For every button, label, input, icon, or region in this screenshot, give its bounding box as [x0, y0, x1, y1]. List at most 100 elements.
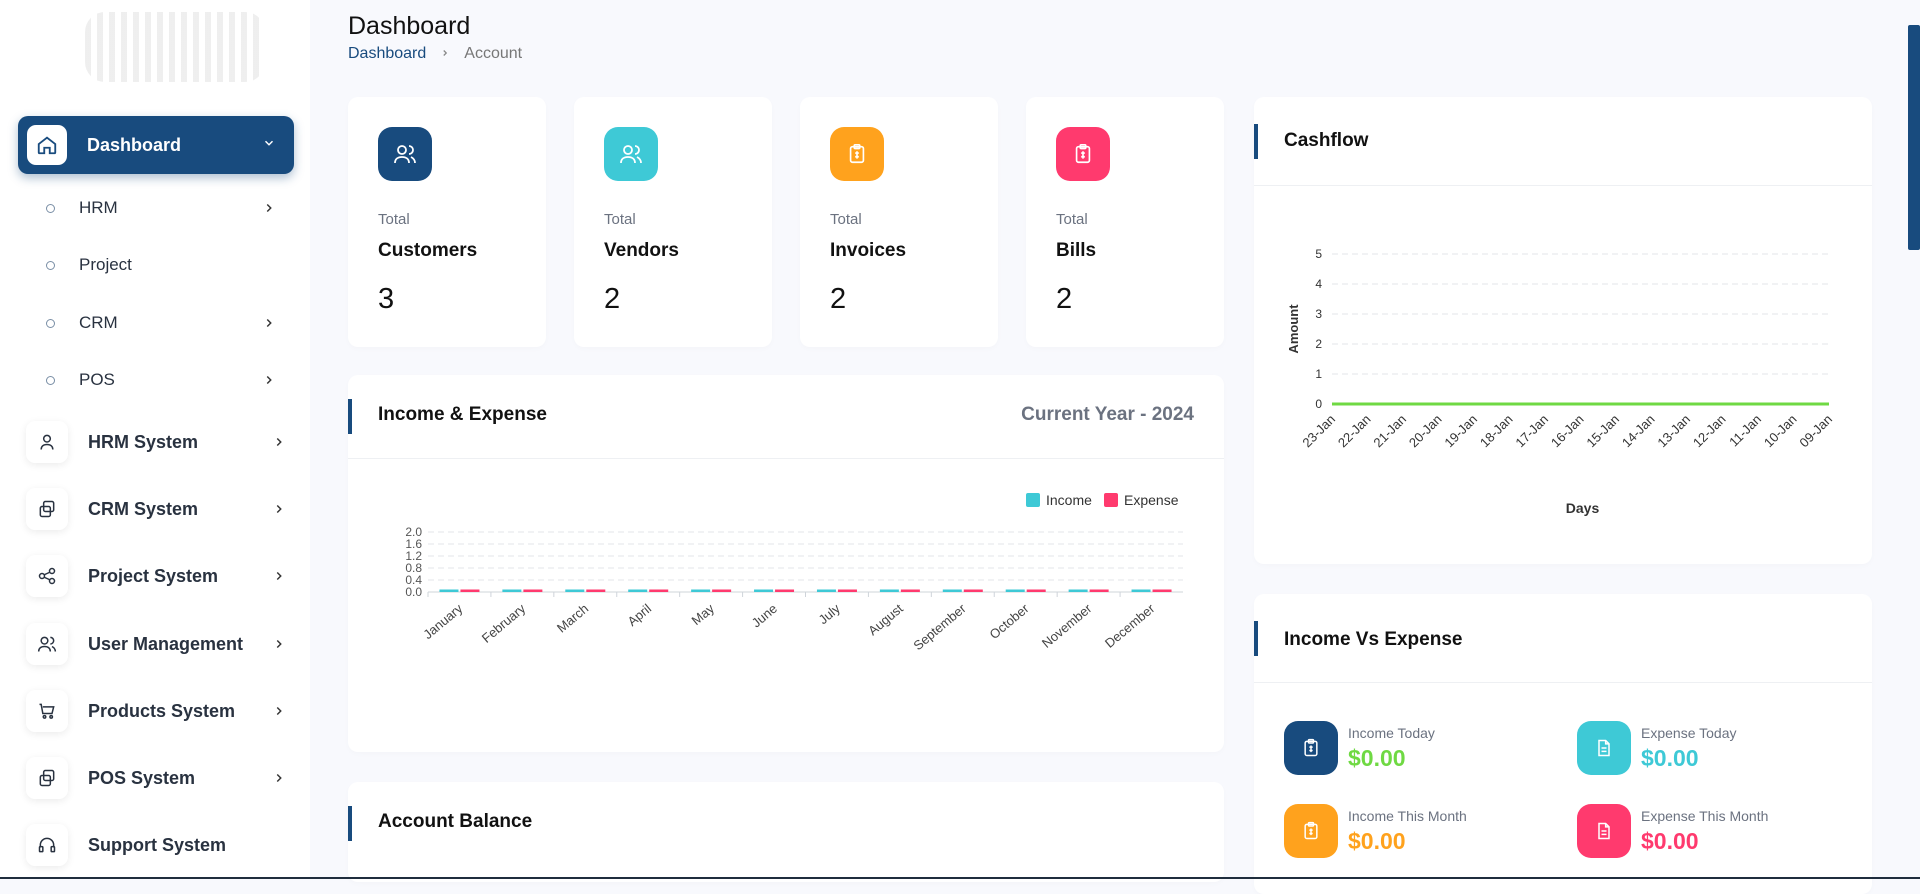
x-tick-label: 21-Jan — [1370, 412, 1409, 451]
bar-income — [1068, 589, 1088, 592]
sidebar-item-hrm-system[interactable]: HRM System — [26, 421, 286, 463]
bar-expense — [586, 589, 606, 592]
sidebar-item-dashboard[interactable]: Dashboard — [18, 116, 294, 174]
page-title: Dashboard — [348, 12, 471, 40]
x-tick-label: December — [1102, 600, 1158, 650]
metric-amount: $0.00 — [1348, 827, 1406, 854]
chevron-right-icon — [276, 437, 282, 447]
bar-expense — [1026, 589, 1046, 592]
card-header: Cashflow — [1254, 97, 1872, 186]
account-balance-card: Account Balance — [348, 782, 1224, 882]
users-icon — [604, 127, 658, 181]
bullet-icon — [46, 375, 55, 385]
x-tick-label: May — [689, 600, 718, 628]
income-expense-chart: Income Expense 0.00.40.81.21.62.0 January Fe… — [405, 492, 1183, 653]
document-icon — [1577, 721, 1631, 775]
x-tick-label: March — [554, 601, 591, 636]
bar-income — [816, 589, 836, 592]
users-icon — [378, 127, 432, 181]
bar-expense — [963, 589, 983, 592]
x-tick-label: 16-Jan — [1548, 412, 1587, 451]
x-tick-label: January — [420, 600, 465, 642]
x-axis-title: Days — [1566, 500, 1600, 516]
stat-name: Bills — [1056, 240, 1097, 261]
company-logo — [85, 12, 265, 82]
cashflow-card: Cashflow 0 1 2 3 4 5 Amount 23-Jan 22-Jan 21-Jan 2… — [1254, 97, 1872, 564]
sidebar-item-label: POS System — [88, 767, 196, 788]
stat-value: 2 — [1056, 283, 1073, 315]
x-tick-label: November — [1039, 600, 1095, 650]
bar-income — [879, 589, 899, 592]
bar-expense — [523, 589, 543, 592]
bar-income — [942, 589, 962, 592]
x-tick-label: 09-Jan — [1796, 412, 1835, 451]
share-icon — [26, 555, 68, 597]
accent-bar — [348, 399, 352, 434]
x-tick-label: July — [816, 600, 844, 627]
legend-swatch-income — [1026, 493, 1040, 507]
sidebar-item-support-system[interactable]: Support System — [26, 824, 286, 866]
accent-bar — [1254, 124, 1258, 159]
sidebar-subitem-project[interactable]: Project — [46, 255, 276, 275]
x-tick-label: 22-Jan — [1335, 412, 1374, 451]
sidebar-subitem-hrm[interactable]: HRM — [46, 198, 276, 218]
bullet-icon — [46, 318, 55, 328]
bar-income — [439, 589, 459, 592]
x-tick-label: 10-Jan — [1761, 412, 1800, 451]
stat-name: Vendors — [604, 240, 679, 261]
stat-name: Customers — [378, 240, 478, 261]
x-tick-label: September — [910, 600, 969, 653]
sidebar-item-crm-system[interactable]: CRM System — [26, 488, 286, 530]
card-header: Account Balance — [348, 782, 1224, 865]
stat-card-bills[interactable]: Total Bills 2 — [1026, 97, 1224, 347]
stat-card-customers[interactable]: Total Customers 3 — [348, 97, 546, 347]
metric-label: Income Today — [1348, 724, 1435, 741]
bar-income — [628, 589, 648, 592]
window-edge — [0, 877, 1920, 879]
scrollbar-thumb[interactable] — [1908, 25, 1920, 250]
x-tick-label: 23-Jan — [1299, 412, 1338, 451]
chevron-right-icon — [266, 375, 272, 385]
sidebar-subitem-pos[interactable]: POS — [46, 370, 276, 390]
metric-label: Income This Month — [1348, 807, 1467, 824]
stat-label: Total — [378, 211, 410, 228]
layers-icon — [26, 757, 68, 799]
sidebar-item-products-system[interactable]: Products System — [26, 690, 286, 732]
bar-expense — [460, 589, 480, 592]
chevron-right-icon — [276, 706, 282, 716]
sidebar-item-label: Products System — [88, 700, 236, 721]
chevron-right-icon — [276, 504, 282, 514]
stat-name: Invoices — [830, 240, 907, 261]
home-icon — [27, 125, 67, 165]
bar-income — [754, 589, 774, 592]
period-label: Current Year - 2024 — [1021, 404, 1194, 425]
y-tick-label: 0.8 — [405, 561, 422, 575]
x-tick-label: October — [987, 600, 1033, 642]
sidebar-item-project-system[interactable]: Project System — [26, 555, 286, 597]
clipboard-icon — [830, 127, 884, 181]
sidebar-subitem-crm[interactable]: CRM — [46, 313, 276, 333]
stat-card-vendors[interactable]: Total Vendors 2 — [574, 97, 772, 347]
sidebar-item-label: Project System — [88, 565, 219, 586]
stat-value: 2 — [604, 283, 621, 315]
accent-bar — [348, 806, 352, 841]
sidebar-item-pos-system[interactable]: POS System — [26, 757, 286, 799]
x-tick-label: 17-Jan — [1512, 412, 1551, 451]
breadcrumb-current: Account — [464, 45, 523, 62]
sidebar-item-user-management[interactable]: User Management — [26, 623, 286, 665]
accent-bar — [1254, 621, 1258, 656]
clipboard-icon — [1284, 804, 1338, 858]
bar-expense — [900, 589, 920, 592]
x-tick-label: February — [479, 600, 529, 645]
layers-icon — [26, 488, 68, 530]
stat-card-invoices[interactable]: Total Invoices 2 — [800, 97, 998, 347]
breadcrumb-link-dashboard[interactable]: Dashboard — [348, 45, 427, 62]
x-tick-label: 11-Jan — [1726, 412, 1764, 450]
y-tick-label: 4 — [1315, 277, 1322, 291]
sidebar-item-label: HRM System — [88, 431, 199, 452]
sidebar-subitem-label: Project — [79, 255, 132, 274]
bar-income — [502, 589, 522, 592]
sidebar-subitem-label: CRM — [79, 313, 118, 332]
y-tick-label: 3 — [1315, 307, 1322, 321]
cart-icon — [26, 690, 68, 732]
